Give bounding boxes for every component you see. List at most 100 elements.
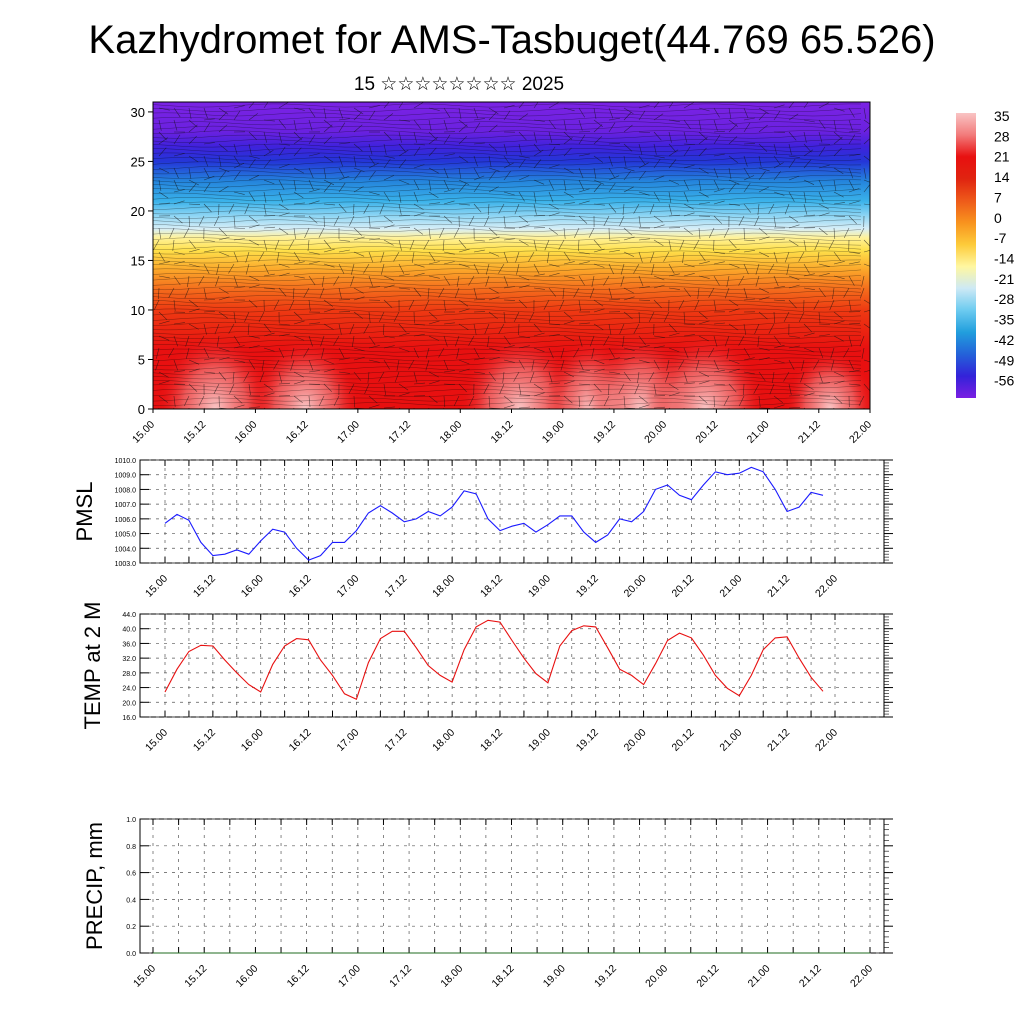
wind-barb [428,179,432,191]
wind-barb [563,371,575,378]
wind-barb [623,236,635,241]
wind-barb [203,287,207,299]
wind-barb [773,286,785,289]
wind-barb [563,407,565,409]
wind-barb [803,383,814,390]
wind-barb [559,299,565,311]
wind-barb [513,311,520,323]
wind-barb [169,227,175,239]
wind-barb [323,179,335,186]
wind-barb [185,335,190,347]
wind-barb [353,203,355,216]
x-tick-label: 20.12 [693,419,720,446]
wind-barb [293,275,305,279]
wind-barb [784,251,790,263]
wind-barb [368,395,378,404]
wind-barb [428,371,439,378]
wind-barb [458,124,468,133]
wind-barb [648,371,655,382]
wind-barb [573,347,580,358]
wind-barb [803,131,807,143]
wind-barb [668,191,672,203]
wind-barb [229,383,235,395]
wind-barb [293,251,301,262]
wind-barb [368,286,380,289]
x-tick-label: 19.00 [526,573,553,600]
wind-barb [830,359,835,371]
wind-barb [860,287,865,299]
wind-barb [428,147,437,157]
wind-barb [323,383,333,392]
wind-barb [468,395,475,407]
wind-barb [503,335,511,346]
wind-barb [158,251,165,262]
contour-line [153,183,862,188]
wind-barb [213,215,220,227]
wind-barb [318,227,325,238]
wind-barb [713,179,720,190]
wind-barb [308,134,316,145]
wind-barb [578,322,590,325]
wind-barb [487,203,490,216]
contour-line [153,210,862,215]
wind-barb [818,273,830,277]
wind-barb [603,275,610,286]
wind-barb [488,357,500,361]
wind-barb [380,251,385,263]
colorbar-label: -56 [994,373,1014,389]
wind-barb [593,155,604,163]
wind-barb [428,311,438,320]
wind-barb [353,311,363,319]
x-tick-label: 19.00 [541,963,568,990]
wind-barb [353,236,365,241]
wind-barb [203,155,209,167]
wind-barb [683,273,695,277]
wind-barb [698,275,710,279]
wind-barb [443,299,446,311]
wind-barb [413,119,421,129]
wind-barb [558,239,565,250]
wind-barb [443,167,449,179]
wind-barb [713,359,719,371]
wind-barb [263,323,272,333]
wind-barb [218,186,229,193]
wind-barb [323,239,332,249]
y-tick-label: 1.0 [126,817,136,824]
wind-barb [428,131,438,141]
wind-barb [393,251,400,262]
wind-barb [398,273,410,277]
wind-barb [188,167,192,179]
wind-barb [743,250,755,253]
wind-barb [788,143,792,155]
wind-barb [338,311,351,313]
wind-barb [308,215,318,224]
wind-barb [383,406,395,409]
wind-barb [398,119,410,122]
wind-barb [353,167,365,172]
wind-barb [833,107,845,112]
x-tick-label: 15.00 [131,963,158,990]
wind-barb [488,171,496,181]
wind-barb [848,167,854,179]
wind-barb [638,110,646,121]
wind-barb [293,202,305,205]
wind-barb [653,299,662,309]
x-tick-label: 21.00 [745,419,772,446]
wind-barb [653,191,660,202]
contour-line [153,152,862,157]
wind-barb [188,299,198,307]
wind-barb [773,215,776,227]
wind-barb [263,119,275,122]
contour-line [153,393,862,397]
x-tick-label: 20.00 [622,727,649,754]
wind-barb [698,320,710,325]
wind-barb [308,167,314,179]
contour-line [153,268,862,273]
wind-barb [743,287,748,299]
contour-line [153,143,862,148]
x-tick-label: 19.12 [574,727,601,754]
wind-barb [683,334,695,337]
wind-barb [848,369,860,373]
contour-line [153,197,862,201]
wind-barb [528,251,535,262]
